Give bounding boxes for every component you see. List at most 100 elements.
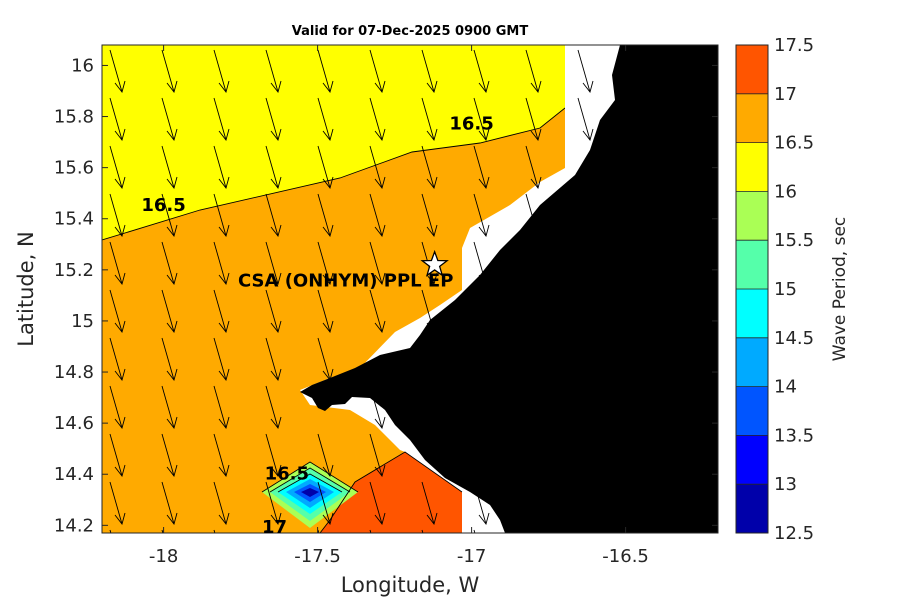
y-axis-label: Latitude, N xyxy=(14,231,38,347)
wave-arrow xyxy=(317,97,334,141)
wave-arrow xyxy=(265,49,282,93)
wave-arrow xyxy=(265,97,282,141)
x-tick-label: -17.5 xyxy=(294,546,341,567)
colorbar-segment xyxy=(736,142,768,192)
wave-arrow xyxy=(265,337,282,381)
period-region-17-17.5 xyxy=(320,452,462,533)
wave-arrow xyxy=(161,481,178,525)
wave-arrow xyxy=(577,97,594,141)
wave-arrow xyxy=(109,433,126,477)
y-tick-label: 14.8 xyxy=(54,362,94,383)
wave-arrow xyxy=(213,193,230,237)
wave-arrow xyxy=(525,97,542,141)
wave-arrow xyxy=(369,97,386,141)
wave-arrow xyxy=(213,337,230,381)
wave-arrow xyxy=(161,337,178,381)
contour-line-17 xyxy=(319,451,463,533)
x-axis-ticks: -18 -17.5 -17 -16.5 xyxy=(149,45,649,567)
wave-arrow xyxy=(109,241,126,285)
wave-arrow xyxy=(577,529,580,533)
wave-arrow xyxy=(109,337,126,381)
wave-arrow xyxy=(369,289,386,333)
wave-arrow xyxy=(421,49,438,93)
wave-arrow xyxy=(213,145,230,189)
wave-arrow xyxy=(265,289,282,333)
x-tick-label: -17 xyxy=(457,546,486,567)
wave-arrow xyxy=(317,193,334,237)
wave-arrow xyxy=(161,49,178,93)
wave-arrow xyxy=(369,193,386,237)
contour-label: 16.5 xyxy=(265,463,309,484)
colorbar-segment xyxy=(736,45,768,94)
wave-arrow xyxy=(161,193,178,237)
wave-arrow xyxy=(369,481,386,525)
wave-arrow xyxy=(369,433,386,477)
wave-arrow xyxy=(161,385,178,429)
wave-arrow xyxy=(317,289,334,333)
wave-arrow xyxy=(213,97,230,141)
colorbar-tick-label: 15 xyxy=(774,279,797,300)
x-axis-label: Longitude, W xyxy=(341,573,480,597)
wave-arrow xyxy=(109,481,126,525)
wave-arrow xyxy=(161,241,178,285)
wave-arrow xyxy=(421,145,438,189)
colorbar: 12.5 13 13.5 14 14.5 15 15.5 16 16.5 17 17.5 xyxy=(735,35,814,544)
wave-arrow xyxy=(473,97,490,141)
y-tick-label: 14.6 xyxy=(54,413,94,434)
wave-arrow xyxy=(161,97,178,141)
wave-arrow xyxy=(213,529,216,533)
map-area xyxy=(102,45,718,533)
wave-arrow xyxy=(161,289,178,333)
colorbar-segment xyxy=(736,240,768,289)
wave-arrow xyxy=(109,289,126,333)
period-region-16-16.5 xyxy=(102,45,565,240)
wave-arrow xyxy=(525,193,542,237)
wave-arrow xyxy=(265,145,282,189)
colorbar-segment xyxy=(736,435,768,485)
wave-arrow xyxy=(109,529,112,533)
axes-frame xyxy=(101,44,719,534)
wave-arrow xyxy=(109,49,126,93)
coastal-nodata xyxy=(565,45,612,170)
colorbar-tick-label: 16.5 xyxy=(774,133,814,154)
x-tick-label: -18 xyxy=(149,546,178,567)
wave-arrow xyxy=(265,385,282,429)
y-tick-label: 14.4 xyxy=(54,464,94,485)
wave-arrow xyxy=(473,193,490,237)
x-tick-label: -16.5 xyxy=(602,546,649,567)
colorbar-tick-label: 16 xyxy=(774,181,797,202)
wave-arrow xyxy=(161,433,178,477)
wave-arrow xyxy=(213,385,230,429)
wave-arrow xyxy=(265,481,282,525)
wave-arrow xyxy=(213,433,230,477)
wave-arrow xyxy=(317,433,334,477)
wave-arrow xyxy=(161,145,178,189)
wave-arrow xyxy=(317,49,334,93)
y-axis-ticks: 14.2 14.4 14.6 14.8 15 15.2 15.4 15.6 15.8 16 xyxy=(54,55,718,536)
y-tick-label: 15.4 xyxy=(54,209,94,230)
contour-label: 16.5 xyxy=(141,195,185,216)
contour-label: 17 xyxy=(262,517,287,538)
colorbar-tick-label: 14.5 xyxy=(774,328,814,349)
wave-arrow xyxy=(421,97,438,141)
period-region-16.5-17 xyxy=(102,108,565,533)
wave-arrow xyxy=(525,49,542,93)
wave-arrow xyxy=(213,49,230,93)
wave-arrow xyxy=(317,145,334,189)
wave-arrow xyxy=(369,241,386,285)
colorbar-segment xyxy=(736,93,768,143)
wave-arrow xyxy=(421,289,438,333)
wave-arrow xyxy=(109,145,126,189)
colorbar-tick-label: 13.5 xyxy=(774,425,814,446)
wave-arrow xyxy=(421,193,438,237)
wave-arrow xyxy=(369,529,372,533)
wave-arrow xyxy=(213,289,230,333)
y-tick-label: 15.8 xyxy=(54,107,94,128)
wave-arrow xyxy=(473,241,490,285)
y-tick-label: 15.6 xyxy=(54,158,94,179)
wave-arrow xyxy=(317,337,334,381)
wave-arrow xyxy=(473,481,490,525)
colorbar-segment xyxy=(736,337,768,387)
colorbar-segment xyxy=(736,289,768,338)
